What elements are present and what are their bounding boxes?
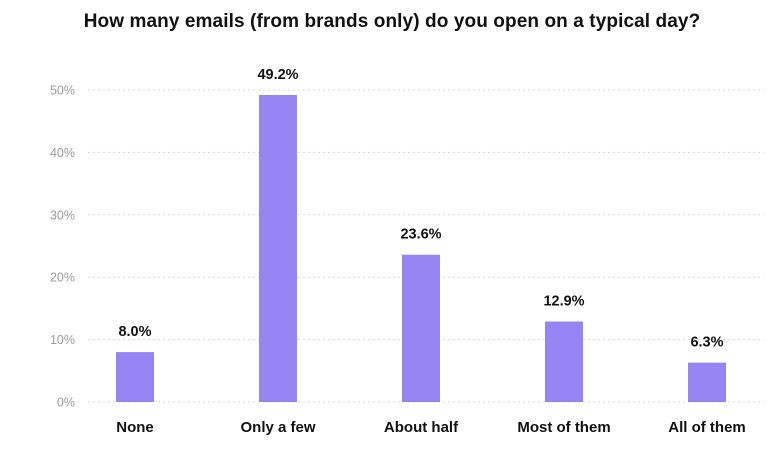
x-category-label: Most of them <box>517 419 610 436</box>
y-tick-label: 20% <box>50 271 75 285</box>
y-tick-label: 30% <box>50 208 75 222</box>
bar-all-of-them <box>688 362 726 402</box>
bar-most-of-them <box>545 321 583 402</box>
x-category-label: None <box>116 419 154 436</box>
value-label: 23.6% <box>400 227 441 243</box>
bar-about-half <box>402 254 440 402</box>
y-tick-label: 50% <box>50 84 75 98</box>
value-label: 6.3% <box>690 335 723 351</box>
value-label: 49.2% <box>257 67 298 83</box>
y-tick-label: 10% <box>50 333 75 347</box>
x-category-label: Only a few <box>240 419 315 436</box>
bar-none <box>116 352 154 402</box>
y-tick-label: 40% <box>50 146 75 160</box>
chart-title: How many emails (from brands only) do yo… <box>83 11 701 32</box>
bar-only-a-few <box>259 94 297 402</box>
value-label: 8.0% <box>118 324 151 340</box>
x-category-label: About half <box>384 419 459 436</box>
x-category-label: All of them <box>668 419 746 436</box>
value-label: 12.9% <box>543 294 584 310</box>
y-tick-label: 0% <box>57 396 75 410</box>
